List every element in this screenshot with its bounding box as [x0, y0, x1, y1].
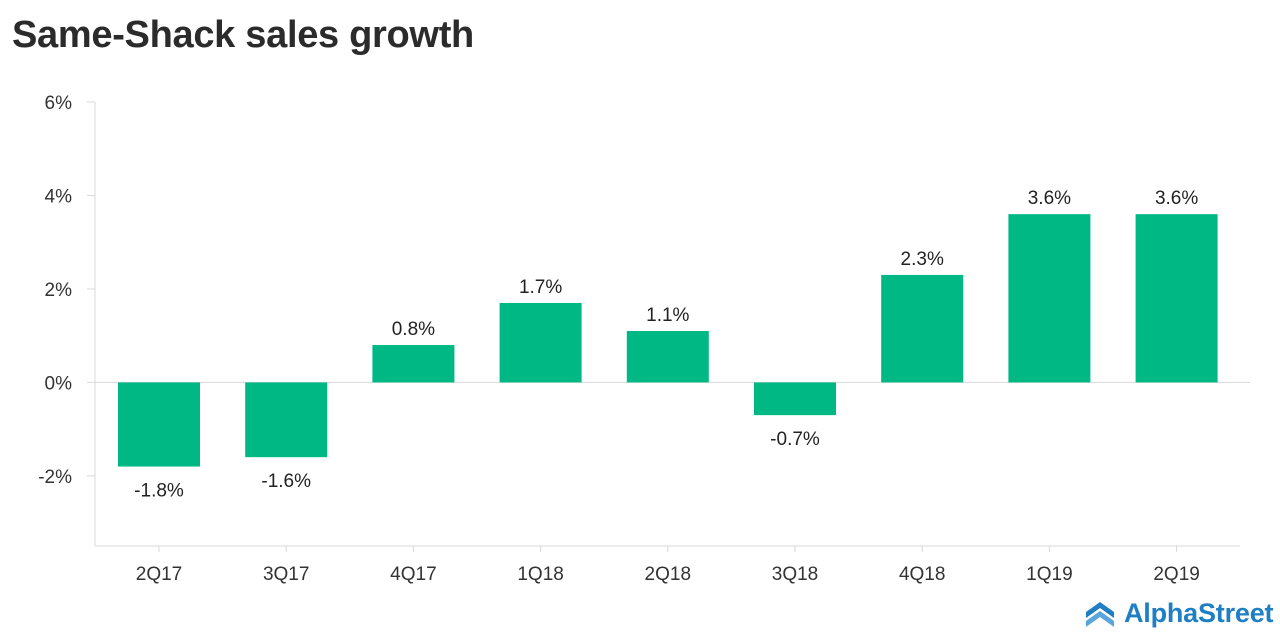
- x-tick-label: 3Q18: [772, 564, 818, 585]
- bar-2q19: [1135, 214, 1218, 383]
- y-tick-label: 6%: [45, 93, 73, 114]
- brand-logo: AlphaStreet: [1084, 598, 1274, 629]
- data-label: 2.3%: [901, 249, 944, 270]
- bar-1q18: [499, 302, 582, 383]
- y-tick-label: 0%: [45, 373, 73, 394]
- data-label: 3.6%: [1155, 188, 1198, 209]
- bar-4q18: [881, 274, 964, 383]
- alphastreet-logo-icon: [1086, 601, 1114, 627]
- x-tick-label: 2Q17: [136, 564, 182, 585]
- data-label: -0.7%: [770, 429, 820, 450]
- data-label: 0.8%: [392, 319, 435, 340]
- bar-2q18: [626, 331, 709, 383]
- y-tick-label: -2%: [38, 467, 72, 488]
- data-label: -1.8%: [134, 481, 184, 502]
- bar-3q17: [245, 382, 328, 458]
- bar-3q18: [754, 382, 836, 416]
- x-tick-label: 3Q17: [263, 564, 309, 585]
- bar-4q17: [372, 345, 455, 383]
- y-tick-label: 2%: [45, 280, 73, 301]
- x-tick-label: 4Q17: [390, 564, 436, 585]
- bar-1q19: [1008, 214, 1091, 383]
- data-labels-group: -1.8% -1.6% 0.8% 1.7% 1.1% -0.7% 2.3% 3.6% 3.6%: [134, 188, 1198, 501]
- x-tick-label: 4Q18: [899, 564, 945, 585]
- x-tick-label: 2Q19: [1153, 564, 1199, 585]
- chart-title: Same-Shack sales growth: [12, 14, 474, 56]
- bar-2q17: [118, 382, 200, 467]
- brand-name: AlphaStreet: [1124, 598, 1274, 628]
- x-tick-label: 1Q18: [517, 564, 563, 585]
- data-label: 1.1%: [646, 305, 689, 326]
- data-label: -1.6%: [261, 471, 311, 492]
- data-label: 1.7%: [519, 277, 562, 298]
- y-tick-label: 4%: [45, 186, 73, 207]
- x-tick-label: 2Q18: [645, 564, 691, 585]
- data-label: 3.6%: [1028, 188, 1071, 209]
- bars-group: [118, 214, 1218, 467]
- x-tick-label: 1Q19: [1026, 564, 1072, 585]
